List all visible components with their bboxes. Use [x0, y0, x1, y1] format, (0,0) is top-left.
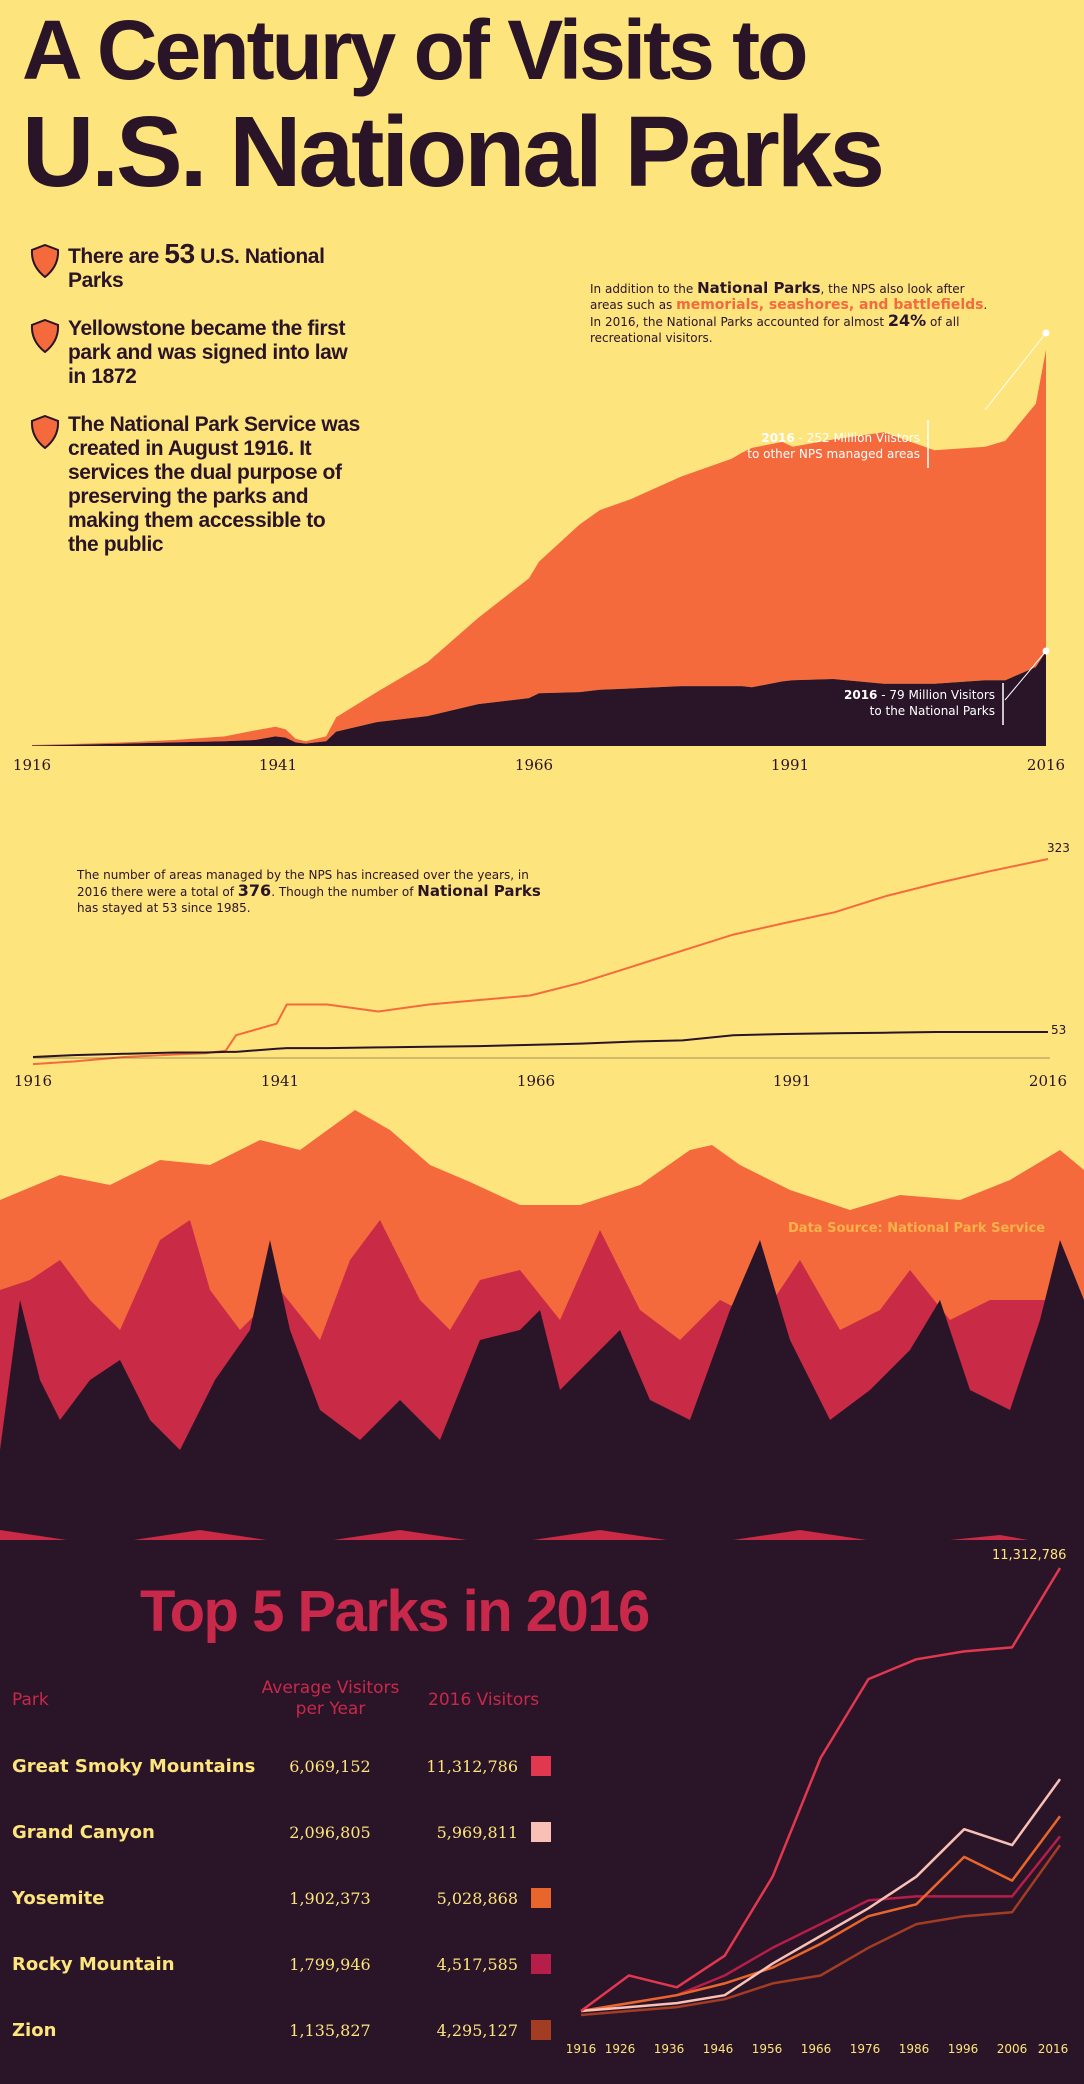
park-name: Great Smoky Mountains	[12, 1756, 256, 1777]
fact-text: Yellowstone became the first park and wa…	[68, 317, 348, 388]
foreground-tree-layer	[0, 1240, 1084, 1550]
x-tick: 1916	[565, 2042, 597, 2056]
callout-national-parks-2016: 2016 - 79 Million Visitors to the Nationa…	[844, 688, 995, 718]
fact-text: There are	[68, 245, 165, 268]
x-tick: 1956	[751, 2042, 783, 2056]
header-average: Average Visitors per Year	[261, 1678, 400, 1719]
x-tick: 1941	[260, 1072, 300, 1090]
legend-swatch	[531, 1954, 551, 1974]
callout-other-nps-2016: 2016 - 252 Million Viistors to other NPS …	[747, 431, 920, 461]
park-name: Grand Canyon	[12, 1822, 155, 1843]
x-tick: 1991	[770, 756, 810, 774]
header-park: Park	[12, 1690, 49, 1710]
areas-line-chart	[32, 858, 1050, 1066]
park-name: Zion	[12, 2020, 57, 2041]
park-series-line-2	[580, 1815, 1062, 2013]
legend-swatch	[531, 1822, 551, 1842]
visitors-2016: 5,028,868	[436, 1889, 518, 1908]
fact-national-parks-count: There are 53 U.S. National Parks	[30, 240, 360, 293]
fact-text: U.S. National Parks	[68, 245, 325, 292]
note-other-areas: In addition to the National Parks, the N…	[590, 279, 988, 345]
legend-swatch	[531, 1756, 551, 1776]
x-tick: 1966	[516, 1072, 556, 1090]
header-2016: 2016 Visitors	[428, 1690, 540, 1710]
legend-swatch	[531, 2020, 551, 2040]
title-line-2: U.S. National Parks	[22, 96, 885, 208]
fact-yellowstone: Yellowstone became the first park and wa…	[30, 317, 360, 389]
note-areas-count: The number of areas managed by the NPS h…	[77, 868, 541, 915]
visitors-2016: 4,295,127	[436, 2021, 518, 2040]
average-visitors: 1,902,373	[289, 1889, 371, 1908]
x-tick: 1976	[849, 2042, 881, 2056]
fact-highlight: 53	[164, 238, 195, 269]
park-name: Rocky Mountain	[12, 1954, 175, 1975]
park-series-line-1	[580, 1778, 1062, 2013]
data-source: Data Source: National Park Service	[788, 1221, 1046, 1236]
x-tick: 1916	[12, 756, 52, 774]
line-national-parks	[32, 1031, 1048, 1058]
shield-icon	[30, 244, 60, 278]
x-tick: 2006	[996, 2042, 1028, 2056]
average-visitors: 1,135,827	[289, 2021, 371, 2040]
x-tick: 1966	[800, 2042, 832, 2056]
x-tick: 1941	[258, 756, 298, 774]
title-line-1: A Century of Visits to	[22, 3, 808, 97]
top5-title: Top 5 Parks in 2016	[140, 1579, 650, 1644]
x-tick: 1966	[514, 756, 554, 774]
visitors-2016: 11,312,786	[426, 1757, 518, 1776]
park-series-line-0	[580, 1567, 1062, 2013]
area-national-parks	[32, 651, 1046, 746]
end-label-total: 323	[1047, 841, 1070, 855]
x-tick: 1996	[947, 2042, 979, 2056]
park-series-line-4	[580, 1844, 1062, 2017]
x-tick: 1936	[653, 2042, 685, 2056]
area-other-nps	[32, 349, 1046, 746]
visitors-area-chart	[32, 329, 1050, 746]
fact-text: The National Park Service was created in…	[68, 413, 360, 556]
x-tick: 2016	[1028, 1072, 1068, 1090]
park-series-line-3	[580, 1835, 1061, 2013]
park-name: Yosemite	[12, 1888, 105, 1909]
x-tick: 2016	[1037, 2042, 1069, 2056]
average-visitors: 6,069,152	[289, 1757, 371, 1776]
end-label-parks: 53	[1051, 1023, 1067, 1037]
x-tick: 1946	[702, 2042, 734, 2056]
x-tick: 2016	[1026, 756, 1066, 774]
x-tick: 1926	[604, 2042, 636, 2056]
visitors-2016: 5,969,811	[436, 1823, 518, 1842]
average-visitors: 2,096,805	[289, 1823, 371, 1842]
x-tick: 1986	[898, 2042, 930, 2056]
visitors-2016: 4,517,585	[436, 1955, 518, 1974]
max-value-label: 11,312,786	[992, 1548, 1067, 1563]
legend-swatch	[531, 1888, 551, 1908]
x-tick: 1916	[13, 1072, 53, 1090]
shield-icon	[30, 319, 60, 353]
shield-icon	[30, 415, 60, 449]
average-visitors: 1,799,946	[289, 1955, 371, 1974]
fact-nps-created: The National Park Service was created in…	[30, 413, 360, 557]
x-tick: 1991	[772, 1072, 812, 1090]
